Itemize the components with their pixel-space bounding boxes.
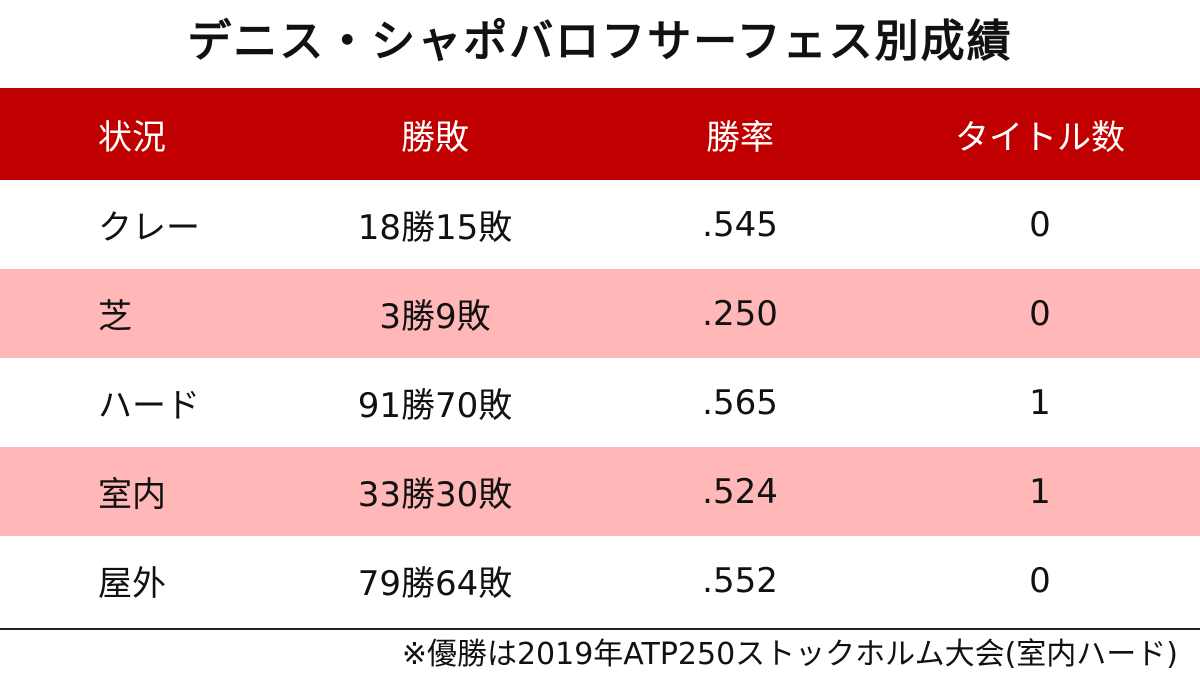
row-status: 屋外 — [98, 564, 166, 604]
row-record: 33勝30敗 — [357, 475, 513, 515]
header-status: 状況 — [98, 117, 166, 158]
bottom-divider — [0, 628, 1200, 630]
row-titles: 1 — [1029, 471, 1051, 512]
row-win-rate: .524 — [702, 471, 778, 512]
row-win-rate: .545 — [702, 204, 778, 245]
footnote: ※優勝は2019年ATP250ストックホルム大会(室内ハード) — [401, 637, 1178, 672]
table-row: クレー 18勝15敗 .545 0 — [0, 180, 1200, 269]
table-row: 屋外 79勝64敗 .552 0 — [0, 536, 1200, 625]
row-titles: 1 — [1029, 382, 1051, 423]
row-win-rate: .250 — [702, 293, 778, 334]
row-win-rate: .552 — [702, 560, 778, 601]
row-record: 91勝70敗 — [357, 386, 513, 426]
table-row: ハード 91勝70敗 .565 1 — [0, 358, 1200, 447]
row-titles: 0 — [1029, 560, 1051, 601]
row-record: 18勝15敗 — [357, 208, 513, 248]
header-record: 勝敗 — [401, 117, 469, 158]
chart-title: デニス・シャポバロフサーフェス別成績 — [187, 16, 1013, 67]
row-record: 3勝9敗 — [379, 297, 491, 337]
header-titles: タイトル数 — [955, 117, 1125, 158]
row-status: 室内 — [98, 475, 166, 515]
table-row: 芝 3勝9敗 .250 0 — [0, 269, 1200, 358]
row-status: クレー — [98, 208, 200, 248]
surface-record-table: 状況 勝敗 勝率 タイトル数 クレー 18勝15敗 .545 0 芝 3勝9敗 … — [0, 88, 1200, 625]
row-status: 芝 — [98, 297, 132, 337]
header-win-rate: 勝率 — [706, 117, 774, 158]
row-titles: 0 — [1029, 293, 1051, 334]
row-win-rate: .565 — [702, 382, 778, 423]
table-header-row: 状況 勝敗 勝率 タイトル数 — [0, 88, 1200, 180]
row-titles: 0 — [1029, 204, 1051, 245]
row-status: ハード — [98, 386, 200, 426]
table-row: 室内 33勝30敗 .524 1 — [0, 447, 1200, 536]
row-record: 79勝64敗 — [357, 564, 513, 604]
